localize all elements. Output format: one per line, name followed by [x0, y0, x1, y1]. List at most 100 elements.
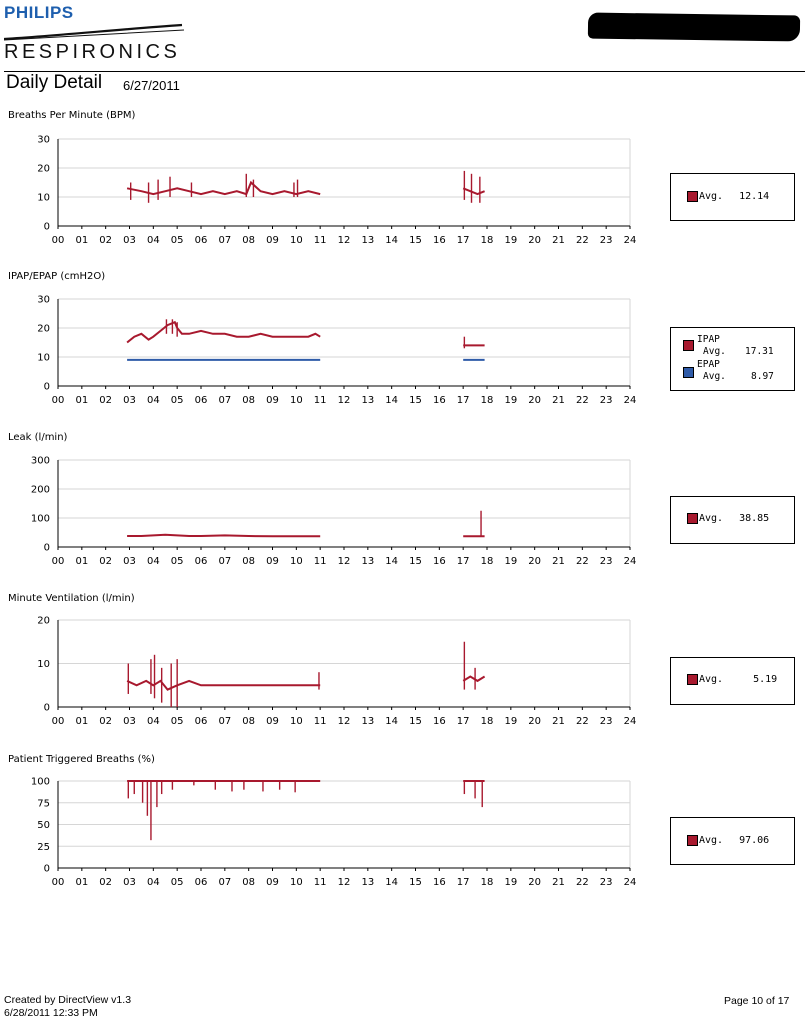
legend-value: 5.19: [753, 674, 778, 685]
x-tick-label: 01: [75, 235, 88, 246]
legend-swatch: [687, 674, 698, 685]
x-tick-label: 22: [576, 235, 589, 246]
x-tick-label: 14: [385, 716, 398, 727]
y-tick-label: 200: [31, 485, 50, 496]
y-tick-label: 75: [37, 798, 50, 809]
x-tick-label: 01: [75, 716, 88, 727]
x-tick-label: 17: [457, 235, 470, 246]
legend-swatch: [687, 191, 698, 202]
y-tick-label: 0: [44, 543, 50, 554]
y-tick-label: 20: [37, 324, 50, 335]
y-tick-label: 100: [31, 514, 50, 525]
y-tick-label: 20: [37, 616, 50, 627]
x-tick-label: 16: [433, 235, 446, 246]
x-tick-label: 15: [409, 556, 422, 567]
x-tick-label: 16: [433, 716, 446, 727]
x-tick-label: 10: [290, 235, 303, 246]
legend-patient-triggered: Avg. 97.06: [670, 817, 795, 865]
legend-swatch-ipap: [683, 340, 694, 351]
x-tick-label: 13: [361, 716, 374, 727]
x-tick-label: 00: [52, 235, 65, 246]
x-tick-label: 02: [99, 877, 112, 888]
x-tick-label: 20: [528, 235, 541, 246]
legend-ipap-avg: Avg.: [703, 346, 726, 357]
x-tick-label: 17: [457, 395, 470, 406]
x-tick-label: 09: [266, 395, 279, 406]
x-tick-label: 14: [385, 877, 398, 888]
x-tick-label: 05: [171, 877, 184, 888]
x-tick-label: 18: [481, 395, 494, 406]
x-tick-label: 20: [528, 395, 541, 406]
x-tick-label: 18: [481, 877, 494, 888]
legend-ipap-epap: IPAP Avg. 17.31 EPAP Avg. 8.97: [670, 327, 795, 391]
x-tick-label: 11: [314, 235, 327, 246]
x-tick-label: 07: [218, 556, 231, 567]
x-tick-label: 11: [314, 877, 327, 888]
x-tick-label: 01: [75, 877, 88, 888]
chart-title-bpm: Breaths Per Minute (BPM): [8, 110, 136, 121]
x-tick-label: 07: [218, 716, 231, 727]
x-tick-label: 23: [600, 716, 613, 727]
legend-epap-avg: Avg.: [703, 371, 726, 382]
legend-value: 97.06: [739, 835, 770, 846]
footer-created-by: Created by DirectView v1.3: [4, 994, 132, 1006]
x-tick-label: 19: [504, 716, 517, 727]
x-tick-label: 21: [552, 235, 565, 246]
series-line: [127, 533, 321, 538]
x-tick-label: 10: [290, 716, 303, 727]
series-line: [462, 187, 485, 196]
x-tick-label: 13: [361, 395, 374, 406]
x-tick-label: 05: [171, 395, 184, 406]
report-date: 6/27/2011: [123, 78, 180, 93]
x-tick-label: 13: [361, 877, 374, 888]
x-tick-label: 22: [576, 556, 589, 567]
header-divider: [4, 71, 805, 72]
x-tick-label: 06: [195, 235, 208, 246]
legend-ipap-label: IPAP: [697, 334, 720, 345]
y-tick-label: 0: [44, 703, 50, 714]
x-tick-label: 06: [195, 556, 208, 567]
x-tick-label: 21: [552, 395, 565, 406]
x-tick-label: 06: [195, 395, 208, 406]
series-line: [462, 675, 486, 683]
legend-label: Avg.: [699, 674, 724, 685]
legend-swatch-epap: [683, 367, 694, 378]
x-tick-label: 24: [624, 716, 637, 727]
x-tick-label: 03: [123, 556, 136, 567]
x-tick-label: 18: [481, 556, 494, 567]
x-tick-label: 03: [123, 395, 136, 406]
legend-label: Avg.: [699, 513, 724, 524]
footer-page-number: Page 10 of 17: [724, 995, 790, 1007]
x-tick-label: 16: [433, 556, 446, 567]
x-tick-label: 12: [338, 235, 351, 246]
legend-value: 12.14: [739, 191, 770, 202]
x-tick-label: 04: [147, 235, 160, 246]
x-tick-label: 20: [528, 556, 541, 567]
x-tick-label: 20: [528, 716, 541, 727]
x-tick-label: 07: [218, 235, 231, 246]
philips-swoosh-icon: [4, 23, 185, 41]
x-tick-label: 12: [338, 556, 351, 567]
x-tick-label: 22: [576, 877, 589, 888]
x-tick-label: 24: [624, 235, 637, 246]
y-tick-label: 10: [37, 353, 50, 364]
x-tick-label: 22: [576, 716, 589, 727]
footer-created-at: 6/28/2011 12:33 PM: [4, 1007, 98, 1019]
x-tick-label: 14: [385, 235, 398, 246]
x-tick-label: 02: [99, 556, 112, 567]
x-tick-label: 15: [409, 235, 422, 246]
x-tick-label: 24: [624, 556, 637, 567]
x-tick-label: 10: [290, 877, 303, 888]
y-tick-label: 30: [37, 295, 50, 306]
y-tick-label: 10: [37, 659, 50, 670]
x-tick-label: 15: [409, 716, 422, 727]
legend-ipap-value: 17.31: [745, 346, 774, 357]
x-tick-label: 03: [123, 716, 136, 727]
x-tick-label: 09: [266, 877, 279, 888]
y-tick-label: 10: [37, 193, 50, 204]
legend-value: 38.85: [739, 513, 770, 524]
y-tick-label: 100: [31, 777, 50, 788]
series-line: [126, 320, 321, 344]
x-tick-label: 13: [361, 235, 374, 246]
